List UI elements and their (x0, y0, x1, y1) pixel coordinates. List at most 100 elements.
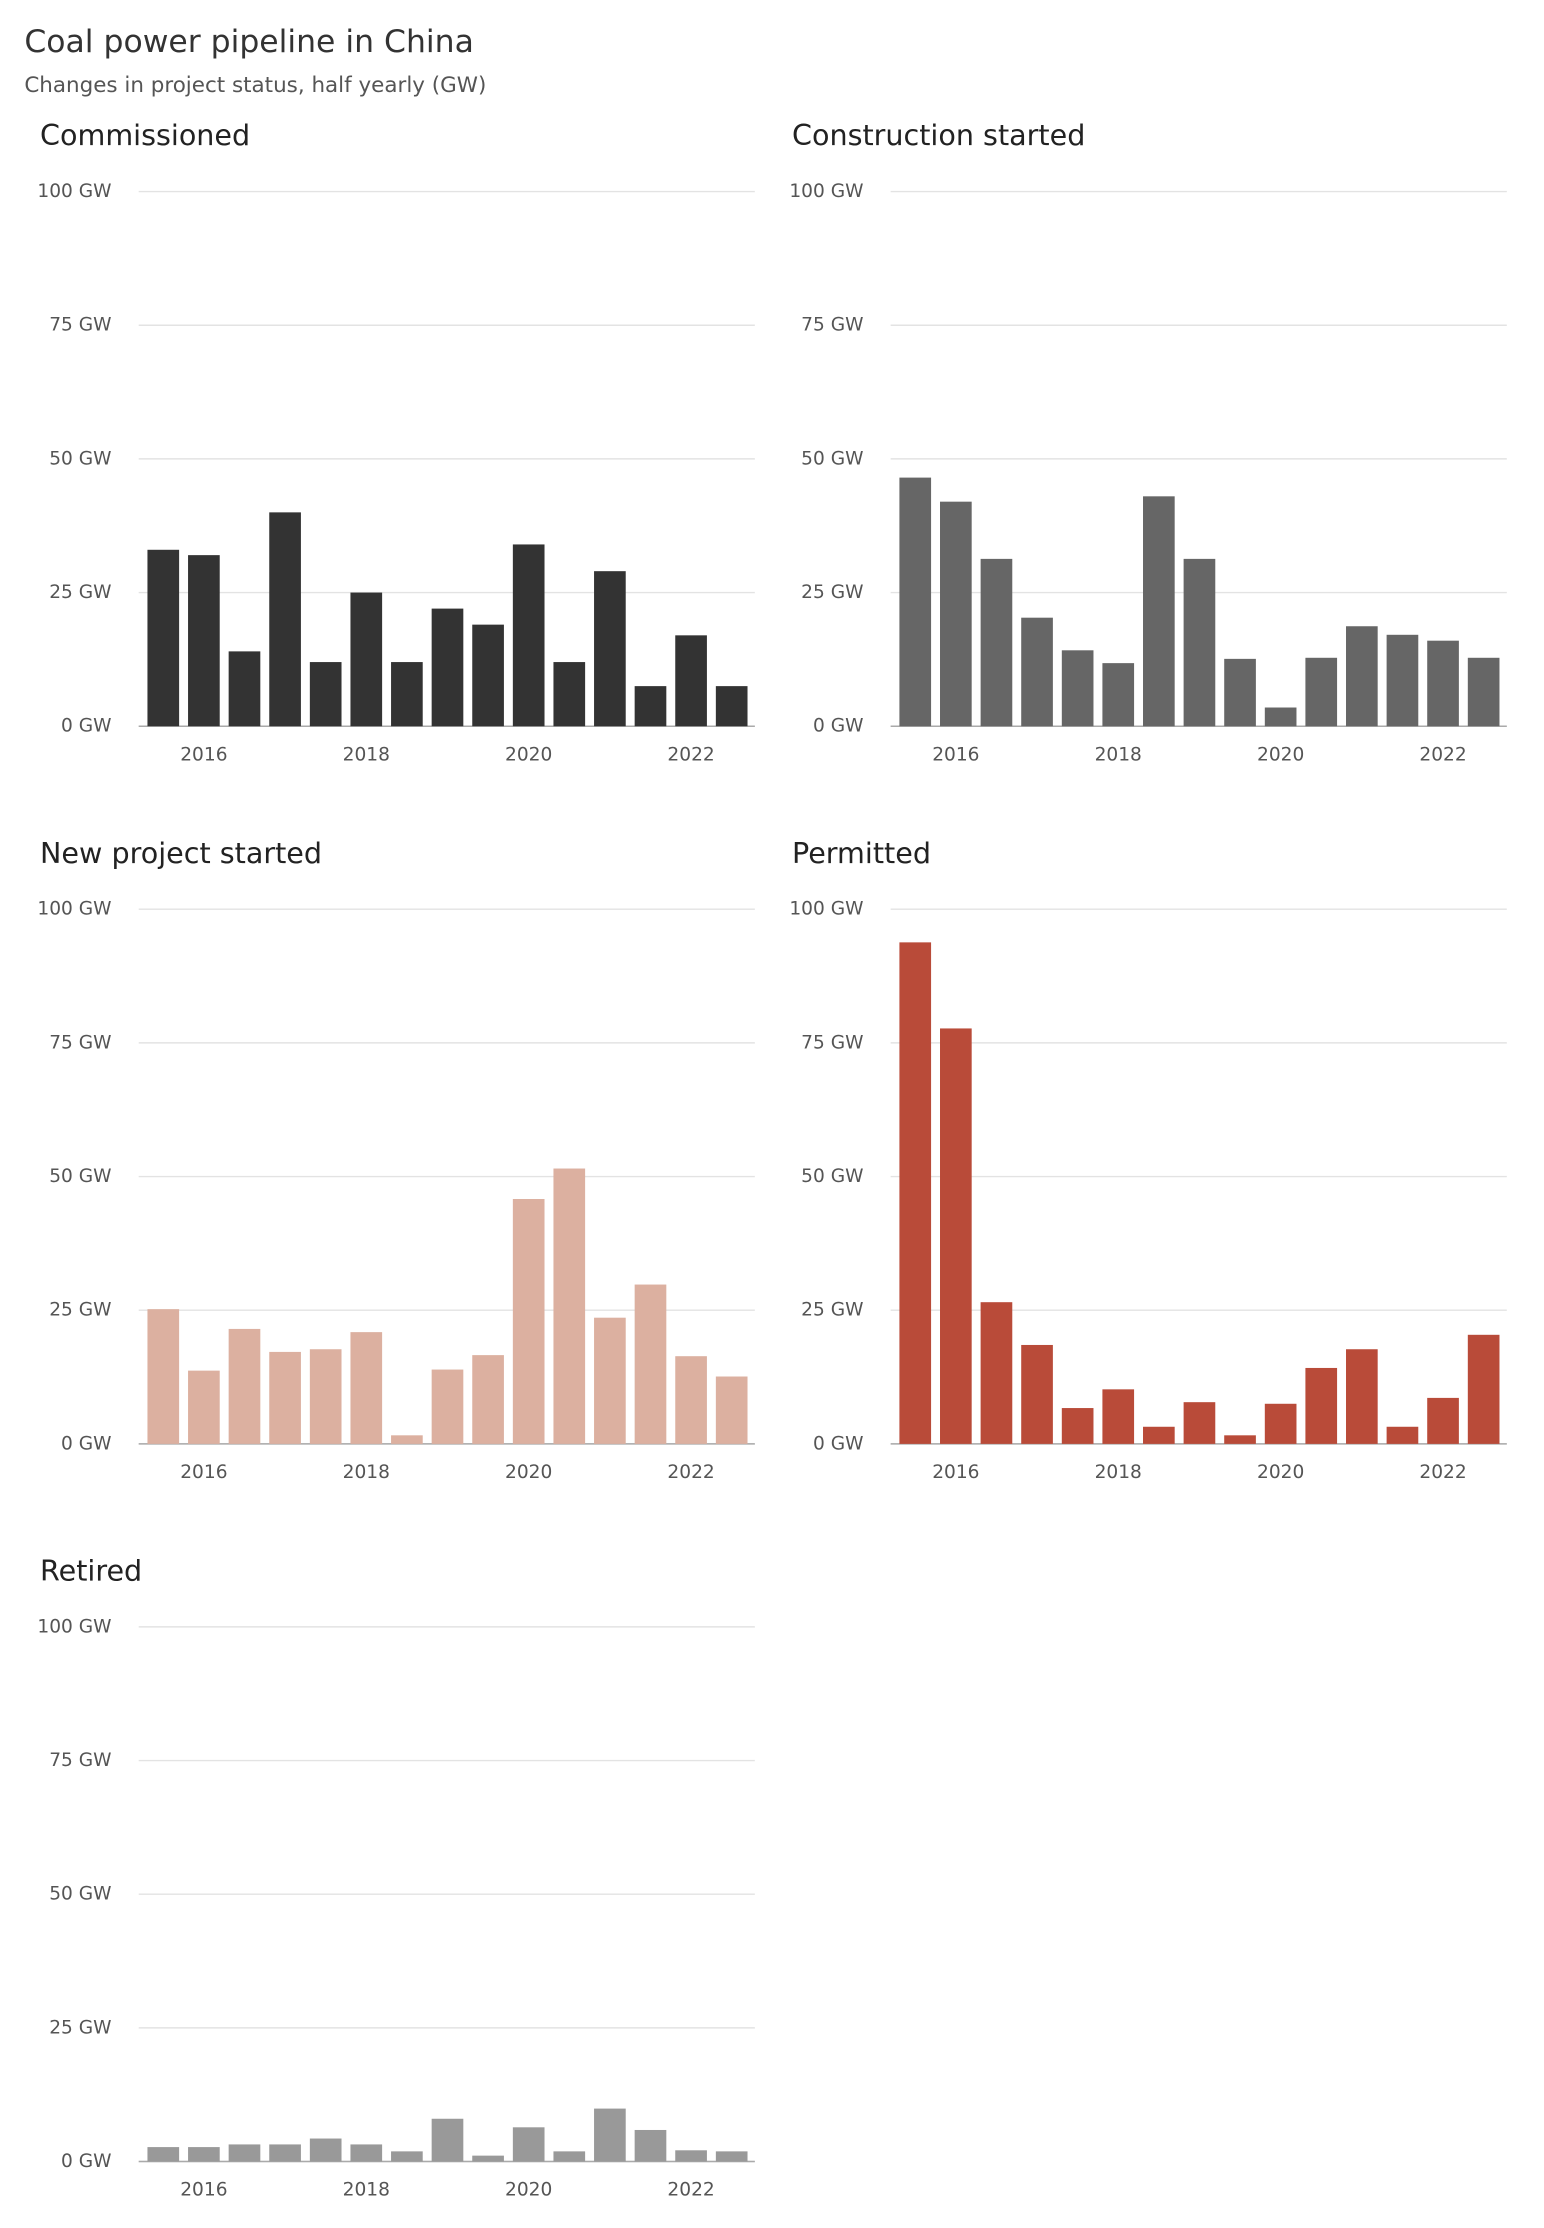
bar (553, 2151, 586, 2162)
y-tick-label: 75 GW (49, 315, 111, 336)
bar (940, 501, 972, 727)
bar (899, 477, 932, 727)
bar (634, 1284, 667, 1444)
bar (1021, 617, 1053, 727)
bar (1102, 1389, 1135, 1444)
x-tick-label: 2020 (505, 744, 552, 765)
bar (1021, 1344, 1053, 1444)
bar (350, 2144, 383, 2162)
y-tick-label: 25 GW (49, 2017, 111, 2038)
bar (228, 1328, 261, 1444)
x-tick-label: 2016 (180, 744, 227, 765)
bar (1346, 1349, 1378, 1444)
y-tick-label: 50 GW (801, 1166, 863, 1187)
bar (147, 549, 180, 727)
x-tick-label: 2016 (180, 2180, 227, 2201)
bar (1467, 657, 1500, 727)
bar (1264, 1403, 1297, 1444)
bar (228, 2144, 261, 2162)
x-tick-label: 2020 (505, 2180, 552, 2201)
bar (1143, 1426, 1175, 1444)
y-tick-label: 25 GW (801, 582, 863, 603)
bar (980, 1302, 1013, 1444)
y-tick-label: 75 GW (49, 1750, 111, 1771)
panel-title: Retired (40, 1554, 142, 1588)
y-tick-label: 75 GW (801, 315, 863, 336)
bar (350, 1332, 383, 1444)
x-tick-label: 2020 (1257, 744, 1304, 765)
bar (1305, 1367, 1338, 1444)
bar (228, 651, 261, 727)
y-tick-label: 100 GW (37, 899, 111, 920)
bar (188, 555, 220, 727)
x-tick-label: 2016 (932, 1462, 979, 1483)
y-tick-label: 50 GW (49, 448, 111, 469)
bar (715, 2151, 748, 2162)
bar (940, 1028, 972, 1444)
y-tick-label: 100 GW (37, 181, 111, 202)
bar (1427, 640, 1459, 727)
x-tick-label: 2018 (1095, 1462, 1142, 1483)
bar (269, 512, 301, 727)
x-tick-label: 2022 (667, 2180, 714, 2201)
y-tick-label: 100 GW (37, 1616, 111, 1637)
bar (1305, 657, 1338, 727)
page-subtitle: Changes in project status, half yearly (… (24, 73, 486, 98)
x-tick-label: 2022 (1419, 1462, 1466, 1483)
bar (431, 608, 464, 727)
bar (634, 2129, 667, 2162)
bar (1264, 707, 1297, 727)
bar (1427, 1397, 1459, 1444)
bar (1061, 1408, 1094, 1444)
panel-title: Commissioned (40, 118, 250, 152)
bar (553, 1168, 586, 1444)
bar (1224, 1435, 1256, 1444)
bar (899, 942, 932, 1444)
y-tick-label: 100 GW (789, 181, 863, 202)
y-tick-label: 50 GW (801, 448, 863, 469)
bar (472, 1355, 504, 1444)
bar (391, 1435, 423, 1444)
bar (431, 1369, 464, 1444)
bar (1467, 1334, 1500, 1444)
y-tick-label: 50 GW (49, 1884, 111, 1905)
bar (1346, 626, 1378, 727)
x-tick-label: 2020 (1257, 1462, 1304, 1483)
y-tick-label: 25 GW (49, 1300, 111, 1321)
y-tick-label: 75 GW (49, 1032, 111, 1053)
bar (147, 2147, 180, 2162)
y-tick-label: 0 GW (61, 2151, 112, 2172)
x-tick-label: 2016 (932, 744, 979, 765)
bar (391, 662, 423, 727)
bar (269, 1351, 301, 1444)
bar (147, 1309, 180, 1444)
x-tick-label: 2018 (343, 2180, 390, 2201)
panel-title: New project started (40, 836, 322, 870)
bar (1386, 634, 1419, 727)
bar (675, 635, 707, 727)
bar (512, 544, 545, 727)
bar (980, 558, 1013, 727)
x-tick-label: 2020 (505, 1462, 552, 1483)
bar (675, 1356, 707, 1444)
x-tick-label: 2022 (667, 744, 714, 765)
bar (391, 2151, 423, 2162)
y-tick-label: 0 GW (61, 1433, 112, 1454)
y-tick-label: 75 GW (801, 1032, 863, 1053)
panel-title: Permitted (792, 836, 931, 870)
bar (553, 662, 586, 727)
bar (350, 592, 383, 727)
y-tick-label: 25 GW (49, 582, 111, 603)
bar (1143, 496, 1175, 727)
bar (269, 2144, 301, 2162)
bar (309, 1349, 342, 1444)
bar (1224, 658, 1256, 727)
bar (309, 2138, 342, 2162)
x-tick-label: 2022 (667, 1462, 714, 1483)
x-tick-label: 2018 (1095, 744, 1142, 765)
bar (1183, 1402, 1216, 1444)
x-tick-label: 2018 (343, 1462, 390, 1483)
bar (1386, 1426, 1419, 1444)
y-tick-label: 100 GW (789, 899, 863, 920)
